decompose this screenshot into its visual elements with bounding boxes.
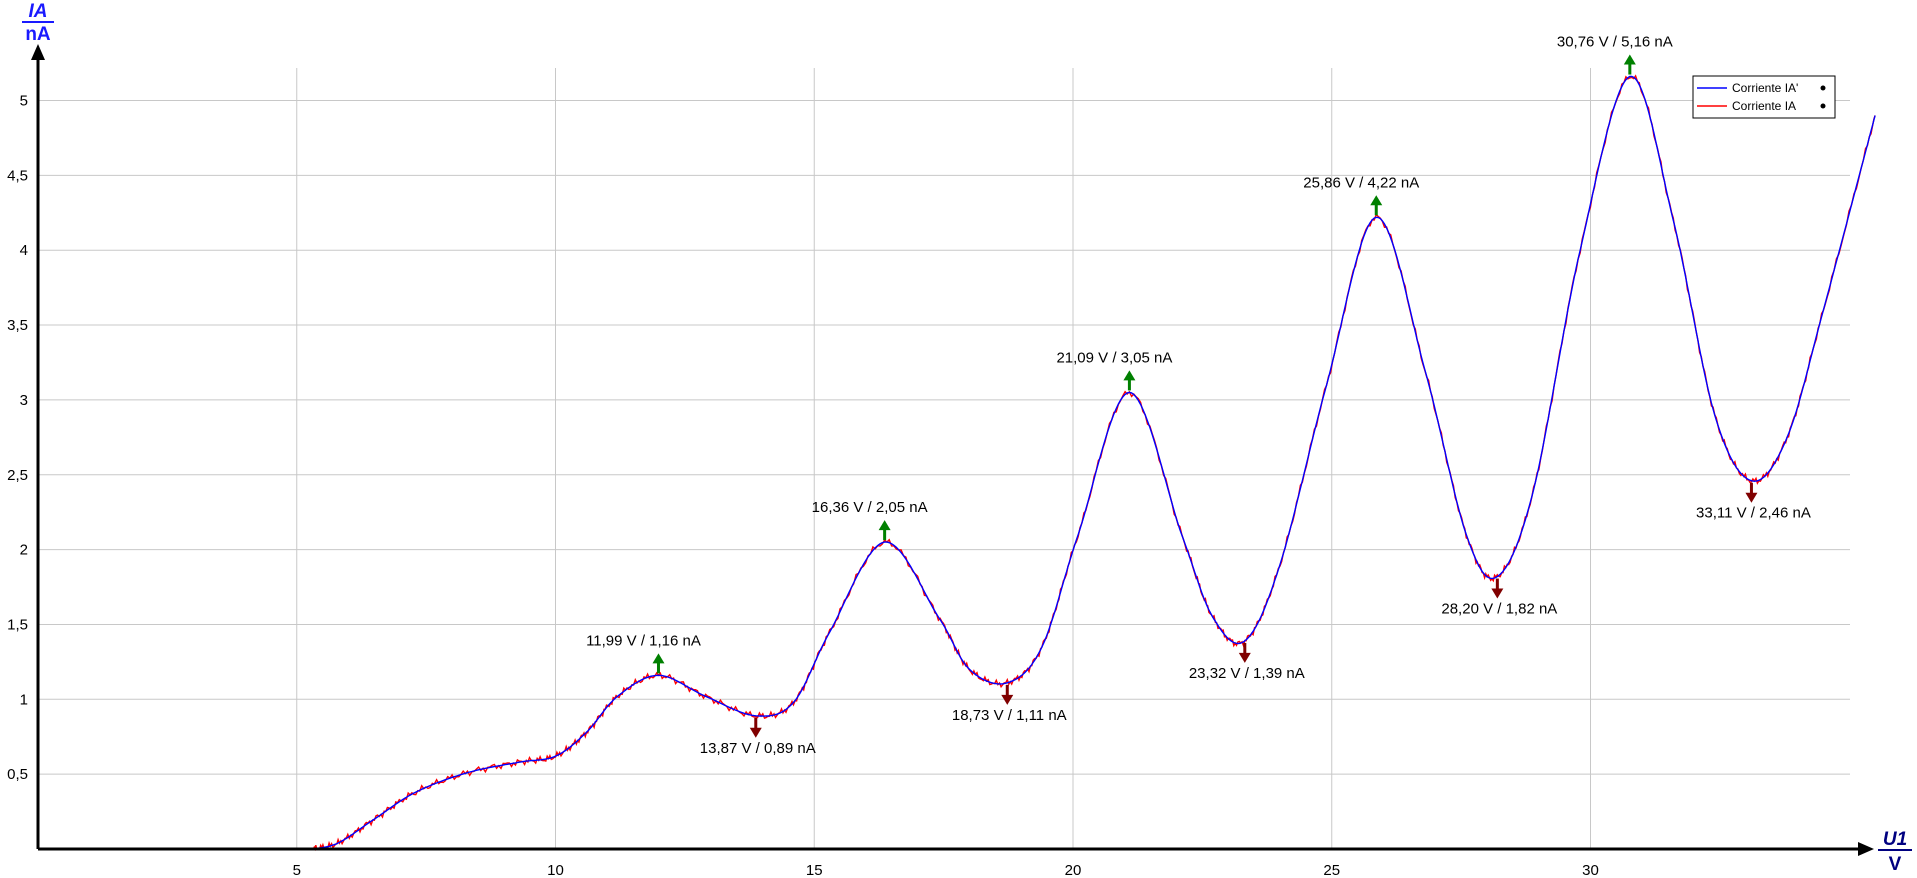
x-tick-label: 30 xyxy=(1582,862,1599,878)
min-arrow-icon xyxy=(1745,492,1758,503)
max-arrow-icon xyxy=(1623,54,1636,65)
x-tick-label: 5 xyxy=(293,862,301,878)
grid xyxy=(38,68,1850,849)
y-tick-label: 5 xyxy=(20,93,28,110)
y-tick-label: 2 xyxy=(20,542,28,559)
y-tick-label: 0,5 xyxy=(7,766,28,783)
legend-dot-1 xyxy=(1820,103,1826,109)
legend-label-0: Corriente IA' xyxy=(1732,81,1798,95)
max-arrow-icon xyxy=(1123,370,1136,381)
series-line-0 xyxy=(312,75,1876,850)
min-arrow-icon xyxy=(749,727,762,738)
y-tick-label: 4,5 xyxy=(7,167,28,184)
max-arrow-icon xyxy=(878,520,891,531)
x-axis-unit: V xyxy=(1889,854,1902,875)
y-tick-label: 2,5 xyxy=(7,467,28,484)
axes xyxy=(31,44,1874,856)
max-annotation-label: 21,09 V / 3,05 nA xyxy=(1056,349,1172,366)
y-tick-label: 1 xyxy=(20,691,28,708)
series-line-1 xyxy=(312,74,1876,852)
min-annotation-label: 33,11 V / 2,46 nA xyxy=(1696,505,1811,522)
max-annotation-label: 11,99 V / 1,16 nA xyxy=(586,632,701,649)
min-arrow-icon xyxy=(1491,588,1504,599)
x-tick-label: 15 xyxy=(806,862,823,878)
y-tick-label: 3 xyxy=(20,392,28,409)
min-annotation-label: 13,87 V / 0,89 nA xyxy=(700,740,816,757)
legend-label-1: Corriente IA xyxy=(1732,99,1796,113)
x-tick-label: 10 xyxy=(547,862,564,878)
x-axis-arrow-icon xyxy=(1858,842,1874,856)
x-axis-symbol: U1 xyxy=(1883,829,1907,850)
min-annotation-label: 18,73 V / 1,11 nA xyxy=(952,707,1067,724)
legend-box xyxy=(1692,75,1836,119)
y-axis-symbol: IA xyxy=(29,1,48,22)
min-arrow-icon xyxy=(1238,652,1251,663)
y-tick-label: 4 xyxy=(20,242,28,259)
min-arrow-icon xyxy=(1001,694,1014,705)
x-tick-label: 20 xyxy=(1065,862,1082,878)
x-tick-labels: 5 10 15 20 25 30 xyxy=(293,862,1599,878)
y-tick-labels: 0,5 1 1,5 2 2,5 3 3,5 4 4,5 5 xyxy=(7,93,28,784)
y-tick-label: 3,5 xyxy=(7,317,28,334)
y-tick-label: 1,5 xyxy=(7,616,28,633)
y-axis-arrow-icon xyxy=(31,44,45,60)
x-tick-label: 25 xyxy=(1323,862,1340,878)
series-layer xyxy=(38,74,1876,852)
min-annotation-label: 28,20 V / 1,82 nA xyxy=(1441,601,1557,618)
max-annotation-label: 25,86 V / 4,22 nA xyxy=(1303,174,1419,191)
min-annotation-label: 23,32 V / 1,39 nA xyxy=(1189,665,1305,682)
max-arrow-icon xyxy=(652,653,665,664)
legend: Corriente IA' Corriente IA xyxy=(1692,75,1836,119)
max-arrow-icon xyxy=(1370,195,1383,206)
y-axis-unit: nA xyxy=(25,24,51,45)
legend-dot-0 xyxy=(1820,85,1826,91)
annotations-layer: 11,99 V / 1,16 nA 13,87 V / 0,89 nA 16,36 … xyxy=(586,34,1811,757)
max-annotation-label: 16,36 V / 2,05 nA xyxy=(812,499,928,516)
max-annotation-label: 30,76 V / 5,16 nA xyxy=(1557,34,1673,51)
